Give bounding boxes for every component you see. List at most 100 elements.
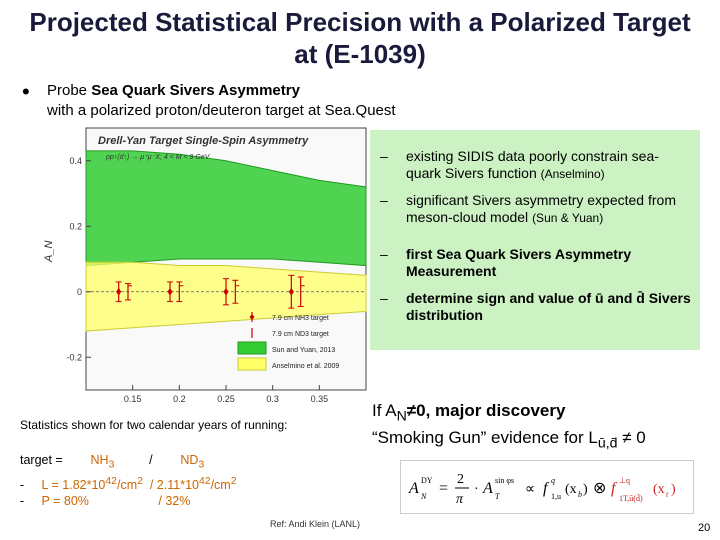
legend-diamond (249, 314, 255, 320)
chart-title: Drell-Yan Target Single-Spin Asymmetry (98, 135, 309, 147)
target-dash-3: - (20, 493, 25, 508)
formula-f1: f (543, 480, 550, 497)
formula-propto: ∝ (525, 482, 535, 497)
target-nh3: NH3 (90, 453, 115, 471)
findings-text-1: existing SIDIS data poorly constrain sea… (406, 148, 659, 181)
formula-at: A (482, 480, 493, 497)
lum-nd3-unit: /cm (210, 477, 231, 492)
probe-subtitle: with a polarized proton/deuteron target … (47, 102, 396, 119)
formula-convolution: ⊗ (593, 480, 606, 497)
x-tick-label: 0.25 (217, 394, 235, 404)
asymmetry-chart: 0.15 0.2 0.25 0.3 0.35 -0.2 0 0.2 0.4 Drell-Yan … (38, 122, 374, 407)
lum-nh3-unit: /cm (116, 477, 138, 492)
formula-graphic: A DY N = 2 π · A sin φs T ∝ f 1,u q (x b… (408, 472, 676, 507)
findings-dash-3: – (380, 246, 388, 262)
luminosity-nh3: L = 1.82*1042/cm2 (42, 475, 143, 492)
formula-dot: · (474, 482, 479, 497)
x-tick-label: 0.2 (173, 394, 186, 404)
target-nd3-text: ND (180, 453, 199, 467)
target-label: target = (20, 453, 67, 467)
target-nh3-sub: 3 (108, 459, 115, 471)
band-sun-yuan (85, 150, 367, 267)
target-line-2: - L = 1.82*1042/cm2 / 2.11*1042/cm2 (20, 474, 237, 493)
y-axis-label: A_N (43, 241, 55, 263)
data-point-nh3 (288, 287, 294, 296)
formula-f1t-sub: 1T,ū(d̄) (619, 494, 643, 503)
x-tick-label: 0.15 (124, 394, 142, 404)
formula-f1t-close: ) (671, 482, 676, 497)
target-line-3: - P = 80% / 32% (20, 493, 237, 509)
discovery-line-2: “Smoking Gun” evidence for Lū,d̄ ≠ 0 (372, 427, 712, 454)
findings-text-2: significant Sivers asymmetry expected fr… (406, 192, 676, 225)
formula-f1t-sup: ⊥q (619, 476, 630, 485)
lum-nd3-exp: 42 (198, 475, 211, 487)
legend-marker-nh3 (249, 312, 255, 322)
formula-lhs: A (408, 480, 419, 497)
formula-f1-sup: q (551, 476, 555, 485)
target-nh3-text: NH (90, 453, 109, 467)
discovery-sub: N (396, 408, 407, 425)
legend-label: Sun and Yuan, 2013 (272, 347, 335, 354)
data-point-nh3 (167, 287, 173, 296)
lum-nh3-exp: 42 (105, 475, 117, 487)
formula-two: 2 (457, 472, 464, 487)
findings-small-1: (Anselmino) (540, 167, 605, 181)
y-tick-label: 0.4 (69, 156, 82, 166)
target-line-1: target = NH3 / ND3 (20, 452, 237, 474)
lum-nh3-unit-exp: 2 (137, 475, 143, 487)
legend-swatch (237, 341, 267, 355)
y-tick-label: 0.2 (69, 221, 82, 231)
probe-line: Probe Sea Quark Sivers Asymmetry (47, 82, 300, 99)
formula-f1-sub: 1,u (551, 492, 561, 501)
y-tick-label: 0 (77, 287, 82, 297)
data-point-nh3 (116, 287, 122, 296)
x-tick-label: 0.3 (266, 394, 279, 404)
target-nd3: ND3 (180, 453, 204, 471)
data-point-nh3 (223, 287, 229, 296)
legend-label: 7.9 cm ND3 target (272, 331, 329, 338)
formula-at-sub: T (495, 492, 500, 501)
formula-equals: = (439, 480, 448, 497)
findings-box: – existing SIDIS data poorly constrain s… (370, 130, 700, 350)
target-dash-2: - (20, 477, 25, 492)
findings-dash-4: – (380, 290, 388, 306)
discovery-statement: If AN≠0, major discovery “Smoking Gun” e… (372, 400, 712, 455)
formula-f1t-arg-sub: t (666, 490, 669, 499)
target-nd3-sub: 3 (198, 459, 205, 471)
probe-bold: Sea Quark Sivers Asymmetry (91, 82, 300, 99)
findings-dash-1: – (380, 148, 388, 164)
discovery-line2-rest: ≠ 0 (617, 428, 646, 448)
polarization-nh3: P = 80% (41, 493, 89, 508)
formula-at-sup: sin φs (495, 476, 514, 485)
findings-item-3: first Sea Quark Sivers Asymmetry Measure… (406, 246, 632, 279)
polarization-nd3: / 32% (158, 493, 191, 508)
slide-title: Projected Statistical Precision with a P… (29, 7, 691, 69)
formula-f1-arg: (x (565, 482, 577, 497)
statistics-caption: Statistics shown for two calendar years … (20, 418, 288, 432)
findings-item-1: existing SIDIS data poorly constrain sea… (406, 148, 691, 183)
discovery-prefix: If A (372, 401, 397, 420)
legend-swatch (237, 357, 267, 371)
legend-label: Anselmino et al. 2009 (272, 363, 339, 370)
probe-prefix: Probe (47, 82, 92, 99)
discovery-rest: ≠0, major discovery (406, 401, 566, 420)
discovery-line-1: If AN≠0, major discovery (372, 400, 712, 427)
target-specs: target = NH3 / ND3 - L = 1.82*1042/cm2 /… (20, 452, 237, 509)
formula-lhs-sub: N (420, 492, 427, 501)
asymmetry-formula: A DY N = 2 π · A sin φs T ∝ f 1,u q (x b… (400, 460, 694, 514)
reference-note: Ref: Andi Klein (LANL) (270, 519, 361, 529)
findings-small-2: (Sun & Yuan) (532, 211, 604, 225)
bullet-icon: • (22, 79, 30, 104)
formula-f1-close: ) (583, 482, 588, 497)
findings-item-2: significant Sivers asymmetry expected fr… (406, 192, 691, 227)
formula-f1-arg-sub: b (578, 490, 582, 499)
lum-nd3-unit-exp: 2 (230, 475, 237, 487)
y-tick-label: -0.2 (66, 352, 82, 362)
formula-lhs-sup: DY (421, 476, 433, 485)
formula-pi: π (456, 492, 464, 507)
x-tick-label: 0.35 (311, 394, 329, 404)
legend-label: 7.9 cm NH3 target (272, 315, 329, 322)
findings-item-4: determine sign and value of ū and d̄ Siv… (406, 290, 691, 323)
discovery-line2-sub: ū,d̄ (597, 435, 618, 452)
lum-nd3-base: / 2.11*10 (149, 477, 199, 492)
